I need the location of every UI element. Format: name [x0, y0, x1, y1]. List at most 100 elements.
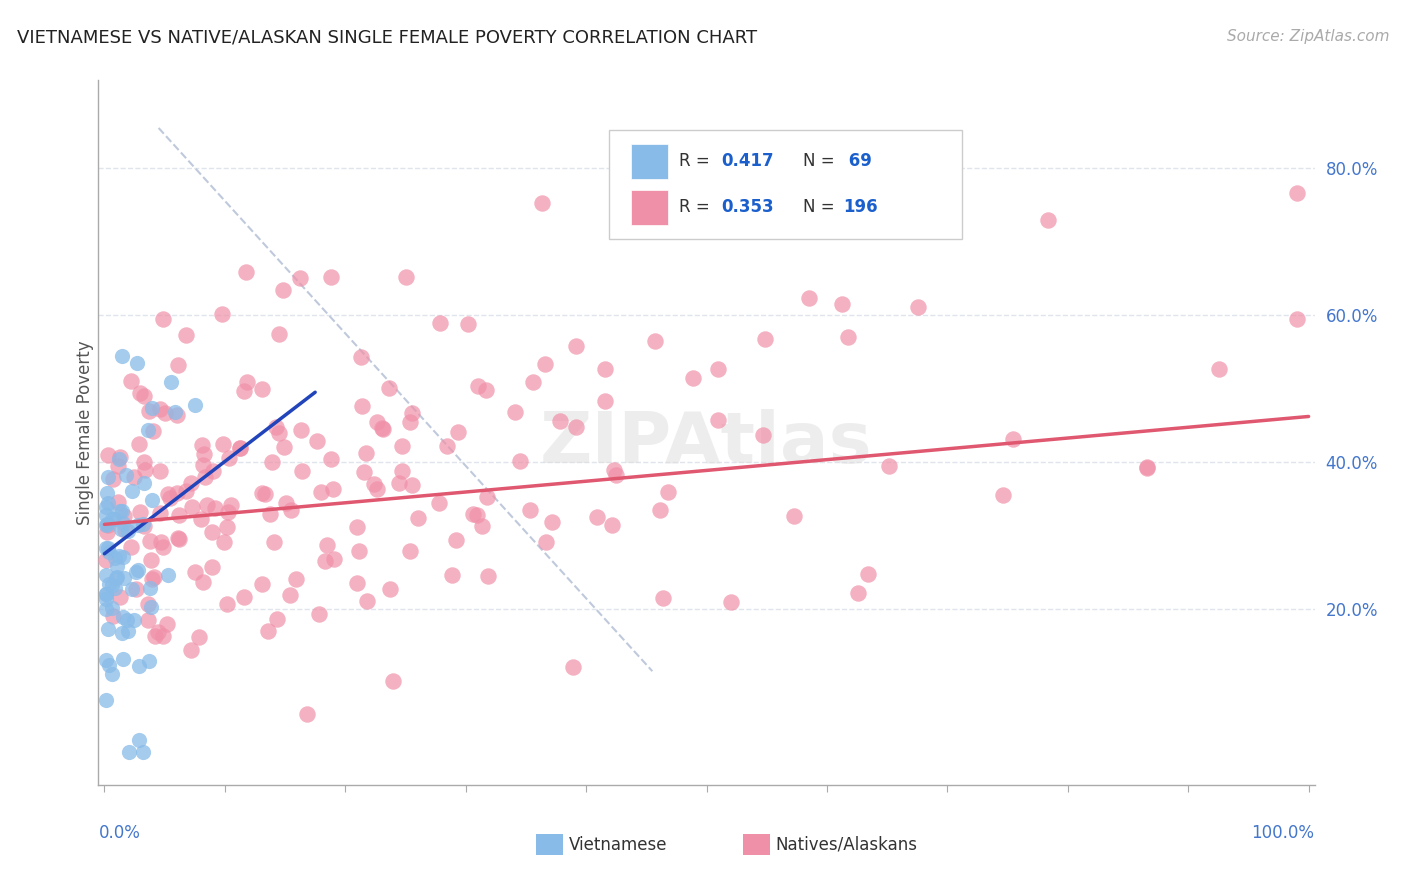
Text: R =: R =: [679, 198, 714, 216]
Point: [707, 362, 730, 376]
Point: [105, 571, 128, 585]
Point: [112, 610, 135, 624]
Point: [149, 506, 172, 520]
Point: [98, 545, 121, 559]
Point: [229, 441, 252, 455]
Point: [105, 559, 128, 574]
Point: [250, 486, 273, 500]
Point: [139, 599, 162, 614]
Point: [125, 356, 148, 370]
Point: [94, 693, 117, 707]
Point: [378, 582, 401, 596]
Point: [398, 544, 420, 558]
Point: [471, 519, 494, 533]
Point: [138, 654, 160, 668]
Point: [427, 496, 450, 510]
Point: [96, 587, 118, 601]
Point: [110, 504, 132, 518]
Point: [128, 658, 150, 673]
Point: [519, 502, 541, 516]
Point: [101, 472, 124, 486]
Point: [94, 586, 117, 600]
Point: [644, 334, 666, 348]
Point: [191, 437, 214, 451]
Point: [117, 613, 139, 627]
Point: [533, 357, 555, 371]
Point: [136, 613, 159, 627]
Point: [229, 441, 252, 455]
Point: [98, 658, 121, 673]
Point: [143, 629, 166, 643]
Point: [174, 483, 197, 498]
Point: [720, 595, 742, 609]
Point: [184, 566, 207, 580]
Point: [858, 567, 880, 582]
Point: [284, 572, 307, 586]
Point: [136, 597, 159, 611]
Point: [127, 518, 149, 533]
Point: [290, 423, 312, 437]
Point: [363, 477, 385, 491]
Point: [122, 470, 145, 484]
Point: [522, 376, 544, 390]
Text: R =: R =: [679, 153, 714, 170]
Point: [121, 484, 143, 499]
Point: [120, 375, 142, 389]
Point: [107, 495, 129, 509]
Point: [382, 673, 405, 688]
Point: [169, 532, 191, 546]
Point: [146, 624, 169, 639]
Point: [467, 378, 489, 392]
Point: [262, 455, 284, 469]
Point: [97, 448, 120, 462]
Point: [200, 560, 222, 574]
FancyBboxPatch shape: [742, 834, 769, 855]
Point: [799, 291, 821, 305]
Point: [907, 300, 929, 314]
Point: [350, 350, 373, 364]
Point: [104, 550, 127, 565]
Point: [112, 509, 135, 524]
Point: [132, 455, 155, 469]
Point: [309, 485, 332, 500]
Point: [166, 408, 188, 422]
Point: [754, 332, 776, 346]
Point: [156, 567, 179, 582]
Point: [157, 487, 180, 501]
Point: [250, 382, 273, 396]
Point: [235, 265, 257, 279]
Point: [877, 458, 900, 473]
Point: [94, 553, 117, 567]
Point: [108, 590, 131, 604]
Point: [391, 439, 413, 453]
Point: [96, 517, 118, 532]
Point: [648, 503, 671, 517]
Text: 100.0%: 100.0%: [1251, 823, 1315, 842]
Text: N =: N =: [803, 198, 839, 216]
Point: [96, 541, 118, 556]
Point: [356, 446, 378, 460]
Point: [111, 503, 134, 517]
Point: [111, 349, 134, 363]
Point: [218, 450, 240, 465]
Point: [1036, 212, 1059, 227]
Point: [436, 439, 458, 453]
Point: [1136, 461, 1159, 475]
Point: [150, 535, 173, 549]
Point: [94, 601, 117, 615]
Point: [98, 576, 121, 591]
Point: [132, 519, 155, 533]
Point: [250, 577, 273, 591]
Point: [204, 501, 226, 516]
Point: [280, 503, 302, 517]
Point: [101, 601, 124, 615]
Y-axis label: Single Female Poverty: Single Female Poverty: [76, 341, 94, 524]
Point: [141, 401, 163, 416]
Point: [167, 531, 190, 545]
Point: [314, 554, 336, 568]
Point: [215, 520, 238, 534]
Point: [257, 624, 280, 639]
Point: [156, 617, 179, 632]
Point: [353, 466, 375, 480]
Point: [475, 490, 498, 504]
